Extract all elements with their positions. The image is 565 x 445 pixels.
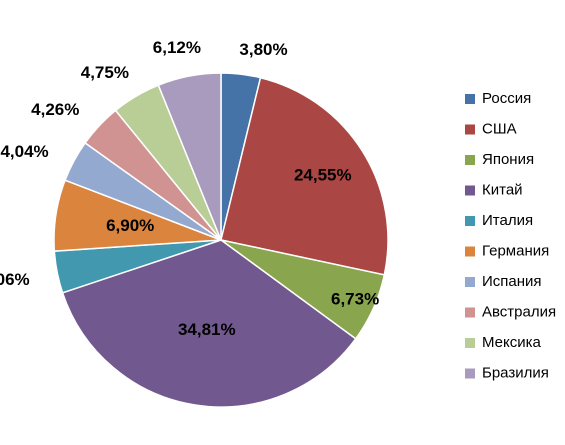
legend: Россия США Япония Китай Италия Германия Испани… bbox=[465, 90, 556, 381]
legend-swatch-германия bbox=[465, 246, 475, 257]
legend-swatch-испания bbox=[465, 277, 475, 287]
legend-swatch-китай bbox=[465, 185, 475, 196]
legend-label-италия: Италия bbox=[482, 212, 533, 229]
pie-slices bbox=[53, 72, 389, 408]
pie-slice-китай bbox=[61, 239, 357, 408]
legend-swatch-австралия bbox=[465, 307, 475, 318]
data-label-мексика: 4,75% bbox=[81, 63, 129, 82]
data-label-сша: 24,55% bbox=[294, 166, 352, 185]
data-label-испания: 4,04% bbox=[0, 142, 48, 161]
legend-swatch-италия bbox=[465, 216, 475, 226]
legend-label-австралия: Австралия bbox=[482, 303, 556, 320]
legend-swatch-россия bbox=[465, 94, 475, 104]
data-label-китай: 34,81% bbox=[178, 320, 236, 339]
data-label-италия: 4,06% bbox=[0, 270, 30, 289]
legend-label-мексика: Мексика bbox=[482, 334, 542, 351]
legend-swatch-япония bbox=[465, 155, 475, 165]
pie-data-labels: 3,80% 24,55% 6,73% 34,81% 4,06% 6,90% 4,04% 4,2… bbox=[0, 38, 379, 339]
data-label-австралия: 4,26% bbox=[31, 100, 79, 119]
data-label-япония: 6,73% bbox=[331, 290, 379, 309]
legend-label-сша: США bbox=[482, 120, 517, 137]
legend-label-испания: Испания bbox=[482, 273, 542, 290]
data-label-германия: 6,90% bbox=[106, 216, 154, 235]
pie-slice-сша bbox=[220, 76, 389, 276]
data-label-россия: 3,80% bbox=[239, 40, 287, 59]
data-label-бразилия: 6,12% bbox=[153, 38, 201, 57]
pie-slice-бразилия bbox=[157, 72, 222, 241]
legend-label-россия: Россия bbox=[482, 90, 531, 107]
legend-swatch-мексика bbox=[465, 338, 475, 348]
legend-label-япония: Япония bbox=[482, 151, 534, 168]
legend-swatch-бразилия bbox=[465, 368, 475, 379]
legend-label-бразилия: Бразилия bbox=[482, 364, 549, 381]
legend-label-германия: Германия bbox=[482, 242, 549, 259]
legend-label-китай: Китай bbox=[482, 181, 523, 198]
legend-swatch-сша bbox=[465, 124, 475, 135]
